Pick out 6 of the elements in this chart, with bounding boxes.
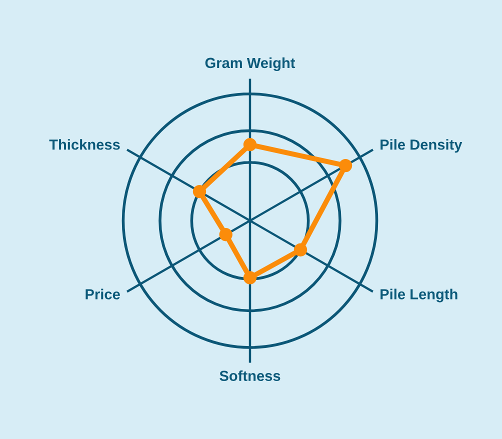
spoke-label: Thickness — [49, 139, 120, 150]
spoke-label: Pile Length — [380, 288, 458, 302]
spoke-label: Pile Density — [380, 139, 462, 153]
spoke-label: Gram Weight — [205, 57, 296, 72]
spoke-label: Price — [86, 288, 120, 300]
spoke-label: Softness — [220, 370, 280, 382]
